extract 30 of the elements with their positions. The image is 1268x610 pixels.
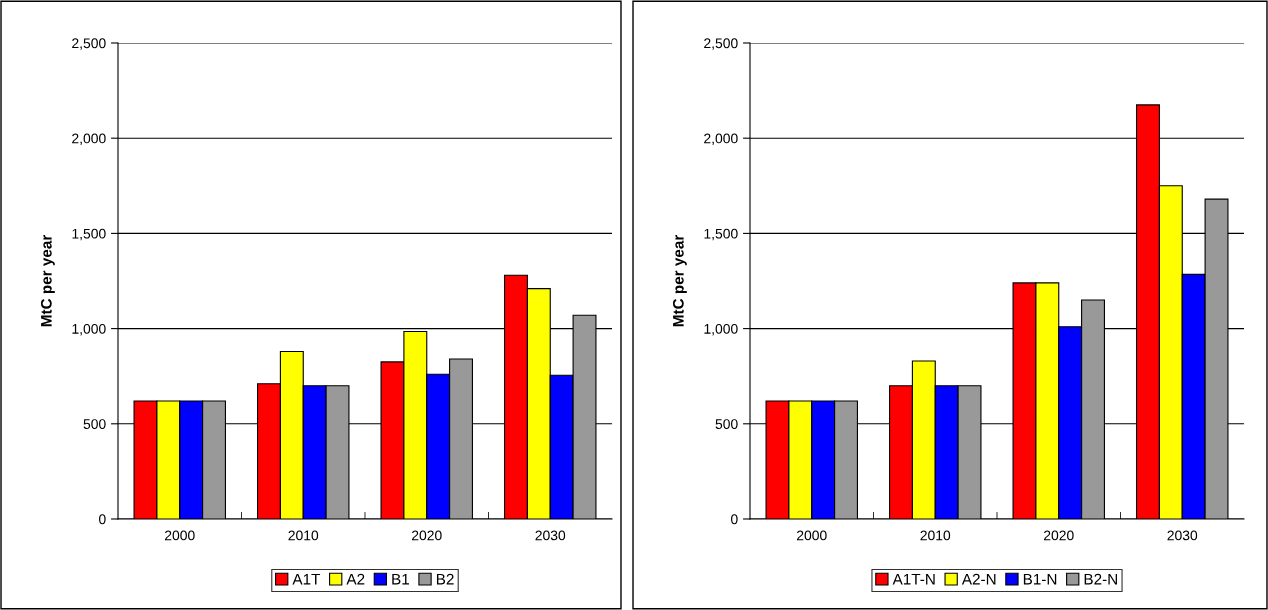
legend-label: A2	[346, 573, 365, 585]
y-axis-title: MtC per year	[40, 234, 55, 327]
legend-label: A2-N	[961, 573, 996, 585]
y-tick-label: 500	[83, 419, 106, 429]
legend-label: B1	[392, 573, 409, 585]
x-tick-label: 2010	[920, 530, 951, 541]
x-tick-label: 2020	[1044, 530, 1074, 541]
y-axis-title: MtC per year	[672, 234, 687, 327]
y-tick-label: 2,000	[72, 133, 106, 146]
y-tick-label: 1,000	[704, 323, 738, 336]
y-tick-label: 1,000	[72, 323, 106, 336]
legend-label: B2-N	[1084, 573, 1117, 585]
y-tick-label: 2,000	[704, 133, 738, 146]
x-tick-label: 2000	[165, 530, 195, 541]
x-tick-label: 2010	[288, 530, 319, 541]
legend-label: A1T	[292, 573, 321, 585]
y-tick-label: 2,500	[704, 38, 738, 50]
x-tick-label: 2030	[535, 530, 566, 541]
y-tick-label: 0	[731, 514, 738, 525]
y-tick-label: 1,500	[704, 228, 738, 241]
x-tick-label: 2000	[797, 530, 827, 541]
y-tick-label: 2,500	[72, 38, 106, 50]
x-tick-label: 2020	[412, 530, 442, 541]
x-tick-label: 2030	[1167, 530, 1198, 541]
legend-label: B2	[436, 573, 454, 585]
legend-label: A1T-N	[892, 573, 935, 585]
y-tick-label: 0	[99, 514, 106, 525]
legend-label: B1-N	[1023, 573, 1057, 585]
y-tick-label: 1,500	[72, 228, 106, 241]
y-tick-label: 500	[715, 419, 738, 429]
